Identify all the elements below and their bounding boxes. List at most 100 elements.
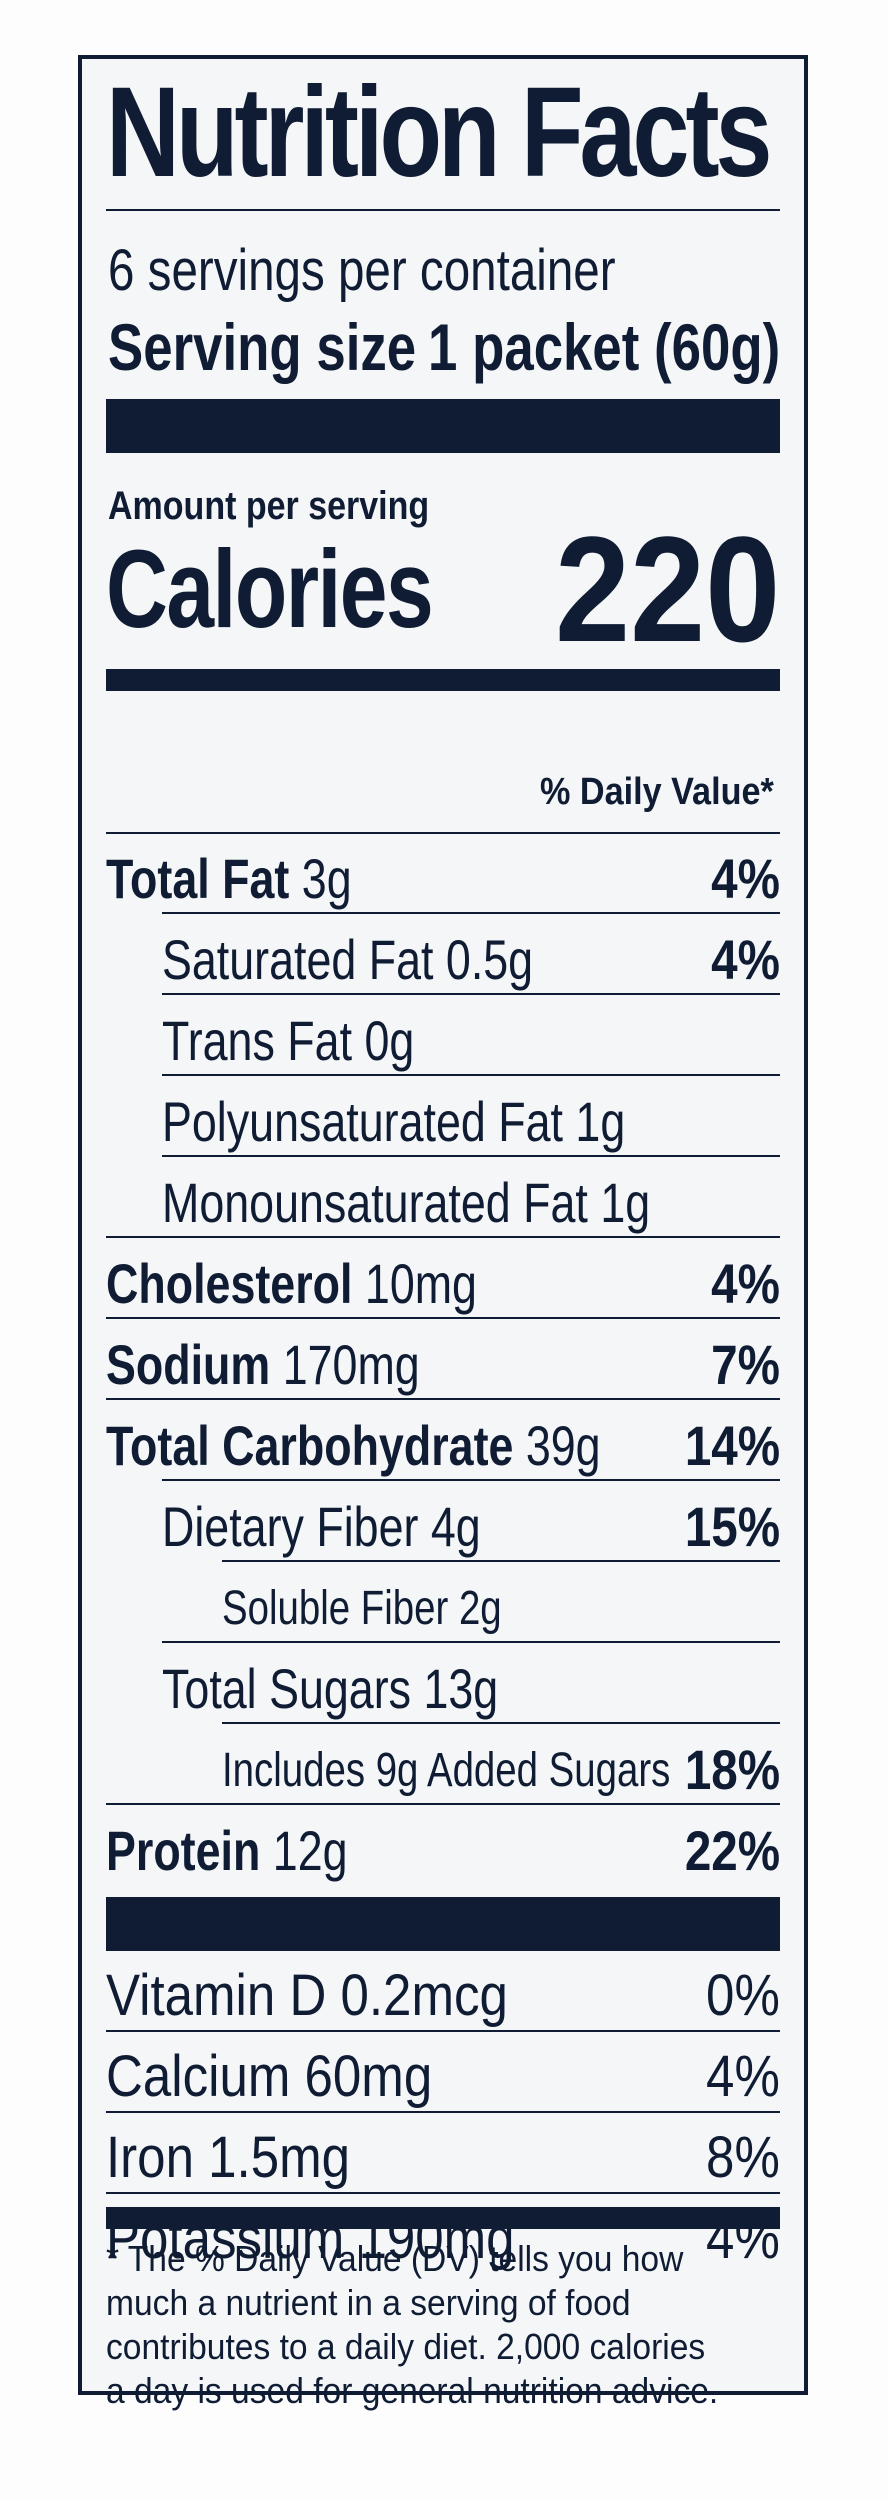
nutrient-row: Dietary Fiber 4g 15% xyxy=(106,1482,780,1562)
nutrient-label: Cholesterol xyxy=(106,1252,353,1315)
thick-divider xyxy=(106,399,780,453)
nutrient-name: Trans Fat 0g xyxy=(162,1008,414,1073)
serving-size-value: 1 packet (60g) xyxy=(427,310,780,384)
nutrient-amount: 10mg xyxy=(364,1252,477,1315)
amount-per-serving: Amount per serving xyxy=(108,484,430,528)
row-divider xyxy=(162,912,780,914)
nutrient-label: Total Sugars xyxy=(162,1657,412,1720)
vitamin-name: Iron 1.5mg xyxy=(106,2125,350,2190)
nutrient-amount: 39g xyxy=(525,1414,601,1477)
vitamin-daily-value: 8% xyxy=(706,2125,780,2190)
nutrient-row: Polyunsaturated Fat 1g xyxy=(106,1077,780,1157)
row-divider xyxy=(162,1155,780,1157)
nutrition-facts-panel: Nutrition Facts 6 servings per container… xyxy=(78,55,808,2411)
row-divider xyxy=(106,2192,780,2194)
nutrient-label: Trans Fat xyxy=(162,1009,353,1072)
nutrient-amount: 3g xyxy=(301,847,352,910)
medium-divider xyxy=(106,2207,780,2229)
nutrient-row: Total Sugars 13g xyxy=(106,1644,780,1724)
nutrient-label: Saturated Fat xyxy=(162,928,434,991)
nutrient-row: Trans Fat 0g xyxy=(106,996,780,1076)
nutrient-row: Cholesterol 10mg 4% xyxy=(106,1239,780,1319)
nutrient-row: Protein 12g 22% xyxy=(106,1806,780,1886)
vitamin-row: Iron 1.5mg 8% xyxy=(106,2114,780,2194)
row-divider xyxy=(106,1317,780,1319)
nutrient-amount: 2g xyxy=(458,1582,502,1635)
nutrient-row: Saturated Fat 0.5g 4% xyxy=(106,915,780,995)
row-divider xyxy=(162,993,780,995)
servings-per-container: 6 servings per container xyxy=(108,238,616,303)
nutrient-amount: 12g xyxy=(272,1819,348,1882)
row-divider xyxy=(222,1560,780,1562)
nutrient-name: Dietary Fiber 4g xyxy=(162,1494,481,1559)
nutrient-label: Sodium xyxy=(106,1333,271,1396)
vitamin-row: Vitamin D 0.2mcg 0% xyxy=(106,1952,780,2032)
nutrient-label: Includes 9g Added Sugars xyxy=(222,1744,671,1797)
nutrient-row: Includes 9g Added Sugars 18% xyxy=(106,1725,780,1805)
nutrient-daily-value: 4% xyxy=(711,847,780,910)
vitamin-row: Calcium 60mg 4% xyxy=(106,2033,780,2113)
nutrient-amount: 13g xyxy=(423,1657,499,1720)
divider xyxy=(106,209,780,211)
nutrient-label: Total Fat xyxy=(106,847,290,910)
nutrient-label: Protein xyxy=(106,1819,261,1882)
footnote-line: * The % Daily Value (DV) tells you how xyxy=(106,2238,684,2279)
footnote: * The % Daily Value (DV) tells you how m… xyxy=(106,2237,780,2413)
nutrient-amount: 170mg xyxy=(282,1333,420,1396)
nutrient-name: Soluble Fiber 2g xyxy=(222,1581,502,1636)
nutrient-daily-value: 7% xyxy=(711,1333,780,1396)
nutrient-label: Monounsaturated Fat xyxy=(162,1171,588,1234)
nutrient-label: Polyunsaturated Fat xyxy=(162,1090,563,1153)
nutrient-label: Soluble Fiber xyxy=(222,1582,449,1635)
footnote-line: much a nutrient in a serving of food xyxy=(106,2282,631,2323)
nutrient-daily-value: 14% xyxy=(684,1414,780,1477)
footnote-line: a day is used for general nutrition advi… xyxy=(106,2370,719,2411)
nutrient-name: Cholesterol 10mg xyxy=(106,1251,477,1316)
nutrient-amount: 0.5g xyxy=(445,928,534,991)
row-divider xyxy=(162,1641,780,1643)
nutrient-daily-value: 4% xyxy=(711,1252,780,1315)
vitamin-name: Vitamin D 0.2mcg xyxy=(106,1963,508,2028)
nutrient-name: Total Sugars 13g xyxy=(162,1656,498,1721)
row-divider xyxy=(222,1722,780,1724)
vitamin-daily-value: 0% xyxy=(706,1963,780,2028)
divider xyxy=(106,832,780,834)
nutrient-name: Includes 9g Added Sugars xyxy=(222,1743,670,1798)
nutrient-label: Dietary Fiber xyxy=(162,1495,419,1558)
nutrient-row: Total Fat 3g 4% xyxy=(106,834,780,914)
vitamin-name: Calcium 60mg xyxy=(106,2044,433,2109)
row-divider xyxy=(106,2030,780,2032)
label-title: Nutrition Facts xyxy=(106,61,773,204)
serving-size: Serving size 1 packet (60g) xyxy=(108,309,780,384)
calories-label: Calories xyxy=(106,528,434,651)
row-divider xyxy=(106,1398,780,1400)
nutrient-row: Sodium 170mg 7% xyxy=(106,1320,780,1400)
row-divider xyxy=(106,1803,780,1805)
nutrient-daily-value: 18% xyxy=(684,1738,780,1801)
row-divider xyxy=(162,1479,780,1481)
row-divider xyxy=(106,1236,780,1238)
nutrient-daily-value: 15% xyxy=(684,1495,780,1558)
nutrient-name: Total Carbohydrate 39g xyxy=(106,1413,601,1478)
footnote-line: contributes to a daily diet. 2,000 calor… xyxy=(106,2326,706,2367)
nutrient-amount: 1g xyxy=(575,1090,626,1153)
nutrient-amount: 1g xyxy=(600,1171,651,1234)
nutrient-name: Polyunsaturated Fat 1g xyxy=(162,1089,625,1154)
nutrient-amount: 4g xyxy=(430,1495,481,1558)
nutrient-name: Monounsaturated Fat 1g xyxy=(162,1170,650,1235)
nutrient-daily-value: 22% xyxy=(684,1819,780,1882)
nutrient-name: Protein 12g xyxy=(106,1818,348,1883)
nutrient-amount: 0g xyxy=(364,1009,415,1072)
serving-size-label: Serving size xyxy=(108,310,417,384)
nutrient-row: Monounsaturated Fat 1g xyxy=(106,1158,780,1238)
daily-value-header: % Daily Value* xyxy=(540,771,774,813)
nutrient-row: Total Carbohydrate 39g 14% xyxy=(106,1401,780,1481)
thick-divider xyxy=(106,1897,780,1951)
nutrient-name: Saturated Fat 0.5g xyxy=(162,927,533,992)
nutrient-name: Sodium 170mg xyxy=(106,1332,420,1397)
vitamin-daily-value: 4% xyxy=(706,2044,780,2109)
calories-value: 220 xyxy=(554,505,780,673)
medium-divider xyxy=(106,669,780,691)
nutrient-daily-value: 4% xyxy=(711,928,780,991)
nutrient-row: Soluble Fiber 2g xyxy=(106,1563,780,1643)
